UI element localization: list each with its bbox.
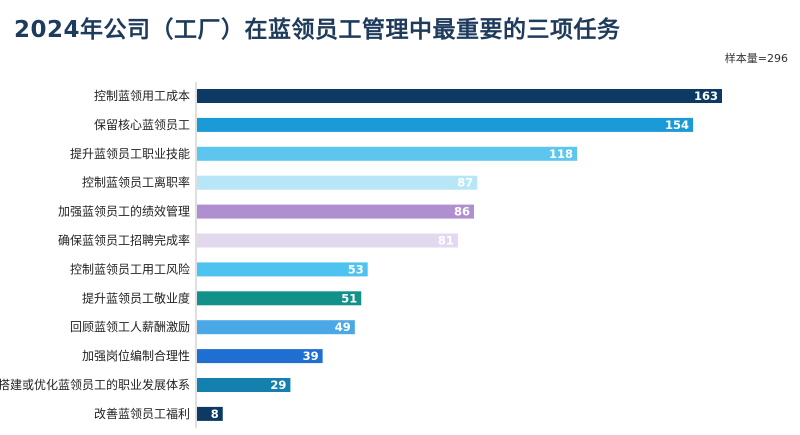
category-label: 保留核心蓝领员工 xyxy=(94,118,190,132)
bar xyxy=(197,406,223,421)
bar-value-label: 87 xyxy=(457,176,473,190)
bar-value-label: 163 xyxy=(694,89,718,103)
category-label: 提升蓝领员工敬业度 xyxy=(82,290,190,305)
bar-value-label: 86 xyxy=(454,205,470,219)
sample-size-note: 样本量=296 xyxy=(724,52,788,65)
bar xyxy=(197,204,474,219)
bar-value-label: 53 xyxy=(348,262,364,276)
bar xyxy=(197,117,694,132)
bar xyxy=(197,262,368,277)
bar xyxy=(197,291,362,306)
category-label: 提升蓝领员工职业技能 xyxy=(70,146,190,161)
category-label: 确保蓝领员工招聘完成率 xyxy=(58,233,190,248)
category-label: 控制蓝领员工离职率 xyxy=(82,175,190,190)
category-label: 控制蓝领用工成本 xyxy=(94,89,190,103)
bar xyxy=(197,349,323,364)
bar xyxy=(197,89,722,103)
bar-value-label: 8 xyxy=(211,407,219,421)
bar xyxy=(197,175,478,190)
bar-value-label: 51 xyxy=(341,291,357,305)
category-label: 搭建或优化蓝领员工的职业发展体系 xyxy=(0,377,190,392)
bar xyxy=(197,233,458,248)
category-label: 回顾蓝领工人薪酬激励 xyxy=(70,320,190,334)
bar-value-label: 118 xyxy=(549,147,573,161)
bar xyxy=(197,320,355,335)
category-label: 加强岗位编制合理性 xyxy=(82,348,190,363)
bar xyxy=(197,146,578,161)
bar-value-label: 29 xyxy=(270,378,286,392)
bar xyxy=(197,378,291,392)
bar-value-label: 81 xyxy=(438,234,454,248)
category-label: 加强蓝领员工的绩效管理 xyxy=(58,204,190,219)
bar-value-label: 49 xyxy=(335,320,351,334)
bar-value-label: 154 xyxy=(665,118,689,132)
bar-value-label: 39 xyxy=(303,349,319,363)
category-label: 改善蓝领员工福利 xyxy=(94,406,190,421)
category-label: 控制蓝领员工用工风险 xyxy=(70,261,190,276)
chart-title: 2024年公司（工厂）在蓝领员工管理中最重要的三项任务 xyxy=(14,17,621,43)
